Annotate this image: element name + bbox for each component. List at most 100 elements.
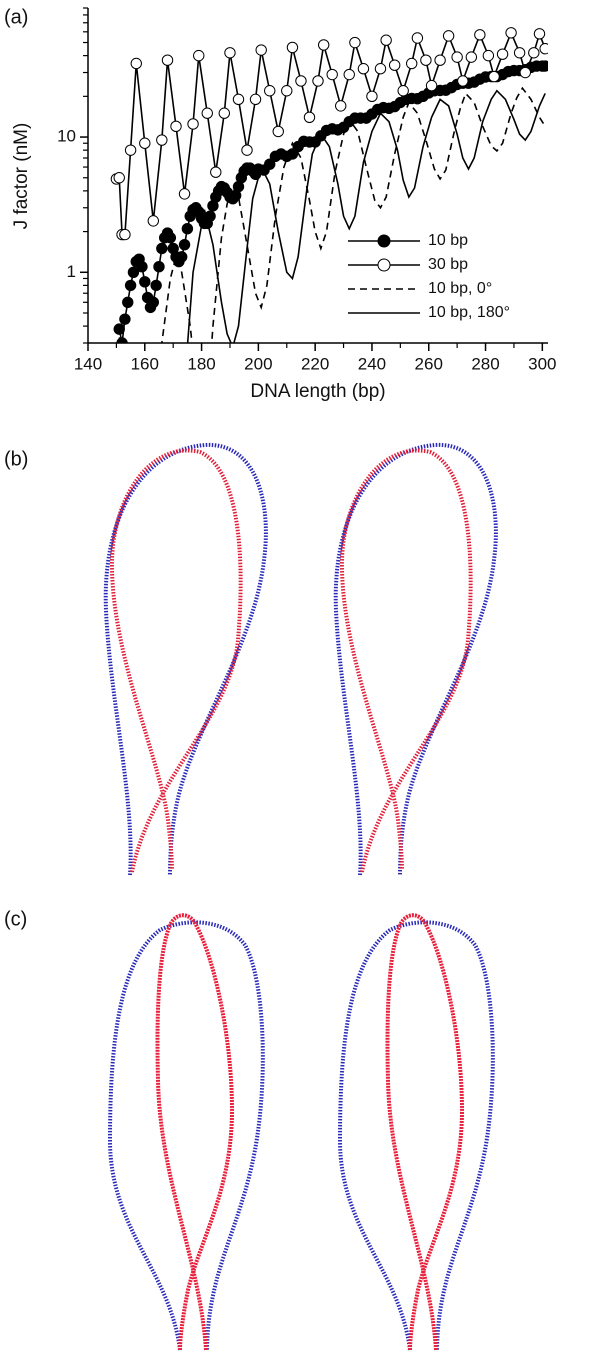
y-tick-label: 10 [57,127,76,146]
marker [147,296,160,308]
legend-label: 30 bp [428,256,468,273]
marker [264,85,276,97]
x-tick-label: 200 [244,354,272,373]
marker [241,144,253,156]
marker [326,68,338,81]
marker [474,29,486,41]
marker [312,75,324,87]
marker [119,228,131,241]
marker [425,79,438,92]
marker [232,93,245,106]
marker [482,49,495,62]
marker [442,30,455,42]
x-tick-label: 240 [358,354,386,373]
marker [496,48,509,60]
x-tick-label: 180 [187,354,215,373]
marker [156,134,168,146]
marker [127,266,140,278]
series-line [118,65,546,343]
marker [130,57,142,70]
marker [420,54,432,66]
marker [335,100,347,112]
y-axis-title: J factor (nM) [11,123,32,230]
marker [113,323,125,335]
marker [161,54,174,66]
marker [178,238,191,251]
marker [153,260,165,273]
marker [295,75,307,87]
marker [204,210,216,222]
panel-label: (b) [4,448,28,470]
x-tick-label: 260 [415,354,443,373]
marker [286,41,299,54]
marker [224,47,236,59]
marker [434,54,446,66]
marker [539,43,548,55]
marker [122,296,134,308]
plot-area [110,27,548,343]
marker [249,93,262,106]
x-tick-label: 300 [528,354,556,373]
marker [380,34,392,46]
marker [533,28,546,40]
legend-marker [377,234,391,248]
marker [366,90,378,103]
marker [513,47,526,59]
marker [113,172,125,184]
legend-marker [377,258,391,272]
x-tick-label: 160 [131,354,159,373]
x-axis-title: DNA length (bp) [250,381,385,402]
conformation-b-right [333,442,498,876]
marker [303,111,316,123]
legend-label: 10 bp, 0° [428,280,492,297]
marker [539,60,548,72]
marker [156,242,168,255]
marker [264,158,276,170]
marker [349,36,361,49]
marker [201,107,213,119]
marker [317,39,330,51]
panel-label: (c) [4,908,27,930]
marker [343,68,355,81]
marker [176,251,188,263]
marker [451,51,463,63]
marker [406,57,418,70]
marker [357,63,370,75]
legend-label: 10 bp, 180° [428,304,510,321]
marker [139,137,151,149]
marker [150,279,162,292]
x-tick-label: 220 [301,354,329,373]
marker [519,66,531,79]
marker [465,51,478,63]
conformation-c-right [337,913,495,1351]
marker [116,337,128,343]
conformation-c-left [107,913,265,1351]
marker [397,85,409,97]
marker [181,223,194,235]
marker [218,107,230,119]
x-tick-label: 140 [74,354,102,373]
marker [147,215,160,227]
marker [139,276,151,288]
marker [457,75,469,87]
marker [193,49,205,62]
marker [528,47,540,59]
marker [136,260,148,273]
series-line [118,86,546,343]
x-tick-label: 280 [471,354,499,373]
marker [281,85,293,97]
marker [187,118,199,130]
conformation-b-left [103,442,268,876]
marker [388,59,401,71]
marker [178,188,191,200]
marker [505,27,517,39]
marker [374,63,387,75]
marker [272,125,284,138]
y-tick-label: 1 [67,262,76,281]
marker [119,313,131,325]
series-line [118,89,546,343]
panel-label: (a) [4,6,28,28]
legend-label: 10 bp [428,232,468,249]
